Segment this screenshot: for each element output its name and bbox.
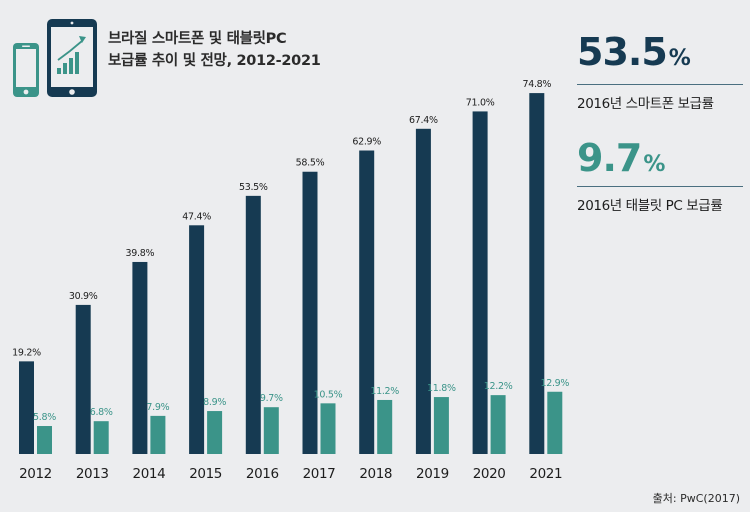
tablet-chart-icon <box>47 19 97 97</box>
tablet-bar-2018 <box>377 399 393 454</box>
smartphone-value-label-2015: 47.4% <box>182 211 211 222</box>
smartphone-value-label-2016: 53.5% <box>239 182 268 193</box>
tablet-value-label-2018: 11.2% <box>370 386 399 397</box>
smartphone-stat-label: 2016년 스마트폰 보급률 <box>577 96 714 112</box>
smartphone-stat-divider <box>577 84 743 85</box>
tablet-bar-2020 <box>490 395 506 454</box>
tablet-value-label-2015: 8.9% <box>203 397 226 408</box>
smartphone-value-label-2021: 74.8% <box>522 79 551 90</box>
smartphone-bar-2015 <box>189 225 205 454</box>
smartphone-value-label-2017: 58.5% <box>296 158 325 169</box>
smartphone-value-label-2019: 67.4% <box>409 115 438 126</box>
tablet-value-label-2021: 12.9% <box>540 378 569 389</box>
smartphone-bar-2016 <box>245 195 261 455</box>
smartphone-value-label-2013: 30.9% <box>69 291 98 302</box>
tablet-value-label-2019: 11.8% <box>427 383 456 394</box>
x-tick-label-2019: 2019 <box>416 466 449 482</box>
smartphone-bar-2012 <box>19 361 34 454</box>
smartphone-value-label-2020: 71.0% <box>466 97 495 108</box>
smartphone-bar-2013 <box>75 304 91 454</box>
tablet-value-label-2014: 7.9% <box>146 402 169 413</box>
tablet-stat-value: 9.7% <box>577 136 665 180</box>
smartphone-bar-2019 <box>415 128 431 455</box>
x-tick-label-2016: 2016 <box>246 466 279 482</box>
x-tick-label-2020: 2020 <box>473 466 506 482</box>
smartphone-bar-2021 <box>529 93 545 454</box>
smartphone-stat-value: 53.5% <box>577 30 691 74</box>
tablet-stat-number: 9.7 <box>577 136 642 180</box>
tablet-stat-label: 2016년 태블릿 PC 보급률 <box>577 198 723 214</box>
source-note: 출처: PwC(2017) <box>652 492 740 505</box>
x-tick-label-2013: 2013 <box>76 466 109 482</box>
smartphone-stat-unit: % <box>668 46 691 71</box>
chart-title-line2: 보급률 추이 및 전망, 2012-2021 <box>108 53 321 69</box>
smartphone-icon <box>13 43 39 97</box>
x-tick-label-2015: 2015 <box>189 466 222 482</box>
tablet-bar-2014 <box>150 415 166 454</box>
tablet-bar-2017 <box>320 403 336 454</box>
x-tick-label-2014: 2014 <box>133 466 166 482</box>
x-tick-label-2021: 2021 <box>529 466 562 482</box>
x-tick-label-2017: 2017 <box>303 466 336 482</box>
tablet-bar-2012 <box>37 426 52 454</box>
tablet-value-label-2013: 6.8% <box>90 407 113 418</box>
chart-title-line1: 브라질 스마트폰 및 태블릿PC <box>108 31 287 47</box>
tablet-bar-2021 <box>547 391 563 454</box>
x-tick-label-2018: 2018 <box>359 466 392 482</box>
smartphone-bar-2020 <box>472 111 488 455</box>
tablet-value-label-2020: 12.2% <box>484 381 513 392</box>
smartphone-value-label-2014: 39.8% <box>126 248 155 259</box>
tablet-bar-2015 <box>207 411 223 454</box>
x-tick-label-2012: 2012 <box>19 466 52 482</box>
chart-title: 브라질 스마트폰 및 태블릿PC 보급률 추이 및 전망, 2012-2021 <box>108 28 321 72</box>
smartphone-bar-2018 <box>359 150 375 454</box>
smartphone-bar-2014 <box>132 261 148 454</box>
tablet-bar-2019 <box>433 397 449 454</box>
smartphone-value-label-2018: 62.9% <box>352 137 381 148</box>
tablet-stat-unit: % <box>643 152 665 177</box>
tablet-value-label-2016: 9.7% <box>260 393 283 404</box>
smartphone-stat-number: 53.5 <box>577 30 668 74</box>
tablet-bar-2016 <box>263 407 279 454</box>
tablet-bar-2013 <box>93 421 109 454</box>
tablet-stat-divider <box>577 186 743 187</box>
tablet-value-label-2017: 10.5% <box>314 389 343 400</box>
smartphone-value-label-2012: 19.2% <box>12 347 41 358</box>
smartphone-bar-2017 <box>302 171 318 455</box>
tablet-value-label-2012: 5.8% <box>33 412 56 423</box>
